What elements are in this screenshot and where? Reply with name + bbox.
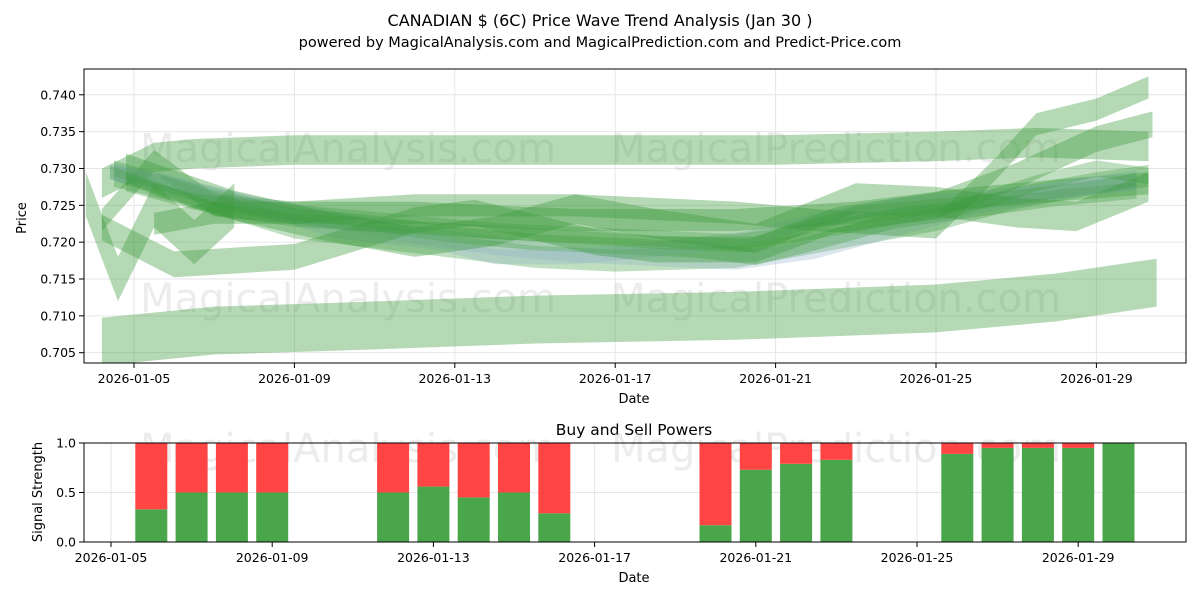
- chart-subtitle: powered by MagicalAnalysis.com and Magic…: [299, 35, 902, 51]
- buy-bar: [1062, 447, 1095, 542]
- price-panel: MagicalAnalysis.com MagicalPrediction.co…: [15, 68, 1187, 407]
- buy-bar: [699, 525, 732, 542]
- price-ytick-label: 0.720: [40, 235, 76, 250]
- watermark-prediction: MagicalPrediction.com: [611, 126, 1061, 172]
- powers-ytick-label: 1.0: [56, 436, 76, 451]
- sell-bar: [457, 443, 490, 498]
- watermark-prediction-lower: MagicalPrediction.com: [611, 276, 1061, 322]
- price-ticks: 2026-01-05 2026-01-09 2026-01-13 2026-01-17…: [40, 87, 1133, 386]
- price-wave-band-12: [85, 172, 235, 302]
- sell-bar: [256, 443, 289, 493]
- price-ylabel: Price: [15, 202, 30, 234]
- buy-bar: [135, 509, 168, 542]
- powers-ticks: 2026-01-05 2026-01-09 2026-01-13 2026-01-17…: [56, 436, 1114, 566]
- sell-bar: [780, 443, 813, 464]
- sell-bar: [739, 443, 772, 470]
- sell-bar: [699, 443, 732, 526]
- price-wave-band-3: [114, 164, 1149, 272]
- watermark-analysis: MagicalAnalysis.com: [140, 126, 556, 172]
- sell-bar: [215, 443, 248, 493]
- buy-bar: [256, 492, 289, 542]
- chart-title: CANADIAN $ (6C) Price Wave Trend Analysi…: [388, 11, 813, 30]
- buy-bar: [377, 492, 410, 542]
- buy-bar: [175, 492, 208, 542]
- powers-ytick-label: 0.0: [56, 535, 76, 550]
- price-ytick-label: 0.740: [40, 87, 76, 102]
- price-wave-band-6: [109, 164, 1137, 265]
- sell-bar: [135, 443, 168, 510]
- price-xtick-label: 2026-01-25: [900, 371, 973, 386]
- sell-bar: [1021, 443, 1054, 448]
- price-xtick-label: 2026-01-29: [1060, 371, 1133, 386]
- powers-xtick-label: 2026-01-25: [881, 550, 954, 565]
- price-ytick-label: 0.710: [40, 308, 76, 323]
- powers-xtick-label: 2026-01-13: [397, 550, 470, 565]
- price-ytick-label: 0.715: [40, 272, 76, 287]
- price-wave-band-9: [101, 111, 1153, 278]
- price-ytick-label: 0.730: [40, 161, 76, 176]
- powers-xtick-label: 2026-01-05: [75, 550, 148, 565]
- powers-xtick-label: 2026-01-17: [558, 550, 631, 565]
- price-grid: [84, 69, 1186, 363]
- price-xtick-label: 2026-01-13: [418, 371, 491, 386]
- price-wave-band-2: [101, 150, 1149, 232]
- price-watermarks: MagicalAnalysis.com MagicalPrediction.co…: [140, 126, 1061, 322]
- buy-bar: [538, 513, 571, 542]
- price-wave-bands: [85, 76, 1157, 363]
- sell-bar: [417, 443, 450, 487]
- price-wave-band-10: [126, 153, 1149, 257]
- price-ytick-label: 0.725: [40, 198, 76, 213]
- powers-title: Buy and Sell Powers: [556, 421, 713, 439]
- price-xlabel: Date: [618, 392, 649, 407]
- price-xtick-label: 2026-01-17: [579, 371, 652, 386]
- buy-bar: [941, 453, 974, 542]
- buy-bar: [739, 469, 772, 542]
- buy-bar: [1021, 447, 1054, 542]
- price-wave-band-1: [101, 127, 1149, 198]
- powers-xlabel: Date: [618, 571, 649, 586]
- buy-bar: [417, 486, 450, 542]
- sell-bar: [498, 443, 530, 493]
- price-wave-band-8: [126, 160, 1149, 251]
- sell-bar: [941, 443, 974, 454]
- powers-panel: Buy and Sell Powers MagicalAnalysis.com …: [31, 421, 1187, 586]
- watermark-analysis-lower: MagicalAnalysis.com: [140, 276, 556, 322]
- buy-bar: [981, 447, 1014, 542]
- price-wave-band-11: [154, 76, 1149, 239]
- buy-bar: [820, 459, 853, 542]
- price-ytick-label: 0.735: [40, 124, 76, 139]
- buy-bar: [457, 497, 490, 542]
- powers-xtick-label: 2026-01-09: [236, 550, 309, 565]
- price-xtick-label: 2026-01-05: [98, 371, 171, 386]
- sell-bar: [981, 443, 1014, 448]
- sell-bar: [1062, 443, 1095, 448]
- powers-ytick-label: 0.5: [56, 485, 76, 500]
- price-ytick-label: 0.705: [40, 345, 76, 360]
- buy-bar: [498, 492, 530, 542]
- sell-bar: [538, 443, 571, 514]
- buy-bar: [1102, 443, 1135, 542]
- powers-bars: [135, 443, 1135, 542]
- sell-bar: [377, 443, 410, 493]
- price-axes-frame: [83, 68, 1187, 364]
- price-wave-band-5: [114, 160, 1137, 265]
- sell-bar: [175, 443, 208, 493]
- buy-bar: [780, 463, 813, 542]
- price-xtick-label: 2026-01-21: [739, 371, 812, 386]
- price-wave-band-13: [101, 258, 1157, 363]
- price-xtick-label: 2026-01-09: [258, 371, 331, 386]
- powers-ylabel: Signal Strength: [31, 442, 46, 542]
- buy-bar: [215, 492, 248, 542]
- sell-bar: [820, 443, 853, 460]
- price-wave-band-7: [109, 165, 1137, 253]
- powers-xtick-label: 2026-01-29: [1042, 550, 1115, 565]
- powers-xtick-label: 2026-01-21: [719, 550, 792, 565]
- price-wave-band-4: [114, 162, 1137, 270]
